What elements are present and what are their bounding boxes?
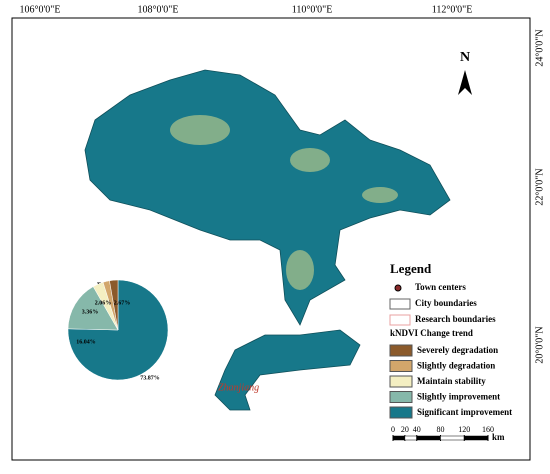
pie-label: 3.36%: [82, 309, 99, 315]
pie-label: 2.06%: [95, 300, 112, 306]
scale-label: 40: [413, 425, 421, 434]
scale-label: 120: [458, 425, 470, 434]
lon-label: 108°0'0"E: [138, 4, 179, 15]
legend-label: Research boundaries: [415, 314, 496, 324]
class-swatch: [389, 391, 413, 403]
scale-label: 80: [437, 425, 445, 434]
legend-label: Maintain stability: [417, 376, 486, 386]
legend-label: Town centers: [415, 282, 466, 292]
legend-label: City boundaries: [415, 298, 477, 308]
city-symbol: [389, 298, 411, 310]
north-label: N: [460, 50, 470, 65]
legend-label: Severely degradation: [417, 345, 498, 355]
class-swatch: [389, 360, 413, 372]
scale-label: 0: [391, 425, 395, 434]
scale-label: 160: [482, 425, 494, 434]
pie-label: 2.67%: [114, 300, 131, 306]
class-swatch: [389, 375, 413, 388]
pie-slice: [109, 279, 119, 331]
scale-unit: km: [492, 432, 505, 442]
texture: [170, 115, 398, 290]
class-swatch: [389, 344, 413, 357]
lat-label: 24°0'0"N: [534, 29, 545, 66]
legend-title: Legend: [390, 261, 432, 276]
scale-segment: [404, 435, 417, 441]
pie-slice: [67, 279, 169, 381]
legend-label: Significant improvement: [417, 407, 512, 417]
pie-slice: [67, 286, 119, 331]
lat-label: 22°0'0"N: [534, 168, 545, 205]
pie-label: 16.04%: [76, 339, 96, 345]
legend-label: Slightly improvement: [417, 392, 500, 402]
class-swatch: [389, 406, 413, 419]
town-symbol: [394, 284, 402, 292]
scale-segment: [440, 435, 465, 441]
scale-label: 20: [401, 425, 409, 434]
lon-label: 106°0'0"E: [20, 4, 61, 15]
lon-label: 110°0'0"E: [292, 4, 333, 15]
pie-label: 73.87%: [140, 375, 160, 381]
north-arrow: [458, 70, 472, 95]
scale-segment: [416, 435, 441, 441]
place-label: Zhanjiang: [218, 382, 259, 393]
research-symbol: [389, 314, 411, 326]
scale-segment: [392, 435, 406, 441]
lat-label: 20°0'0"N: [534, 326, 545, 363]
legend-subtitle: kNDVI Change trend: [390, 328, 473, 338]
lon-label: 112°0'0"E: [432, 4, 473, 15]
legend-label: Slightly degradation: [417, 361, 495, 371]
scale-segment: [464, 435, 489, 441]
